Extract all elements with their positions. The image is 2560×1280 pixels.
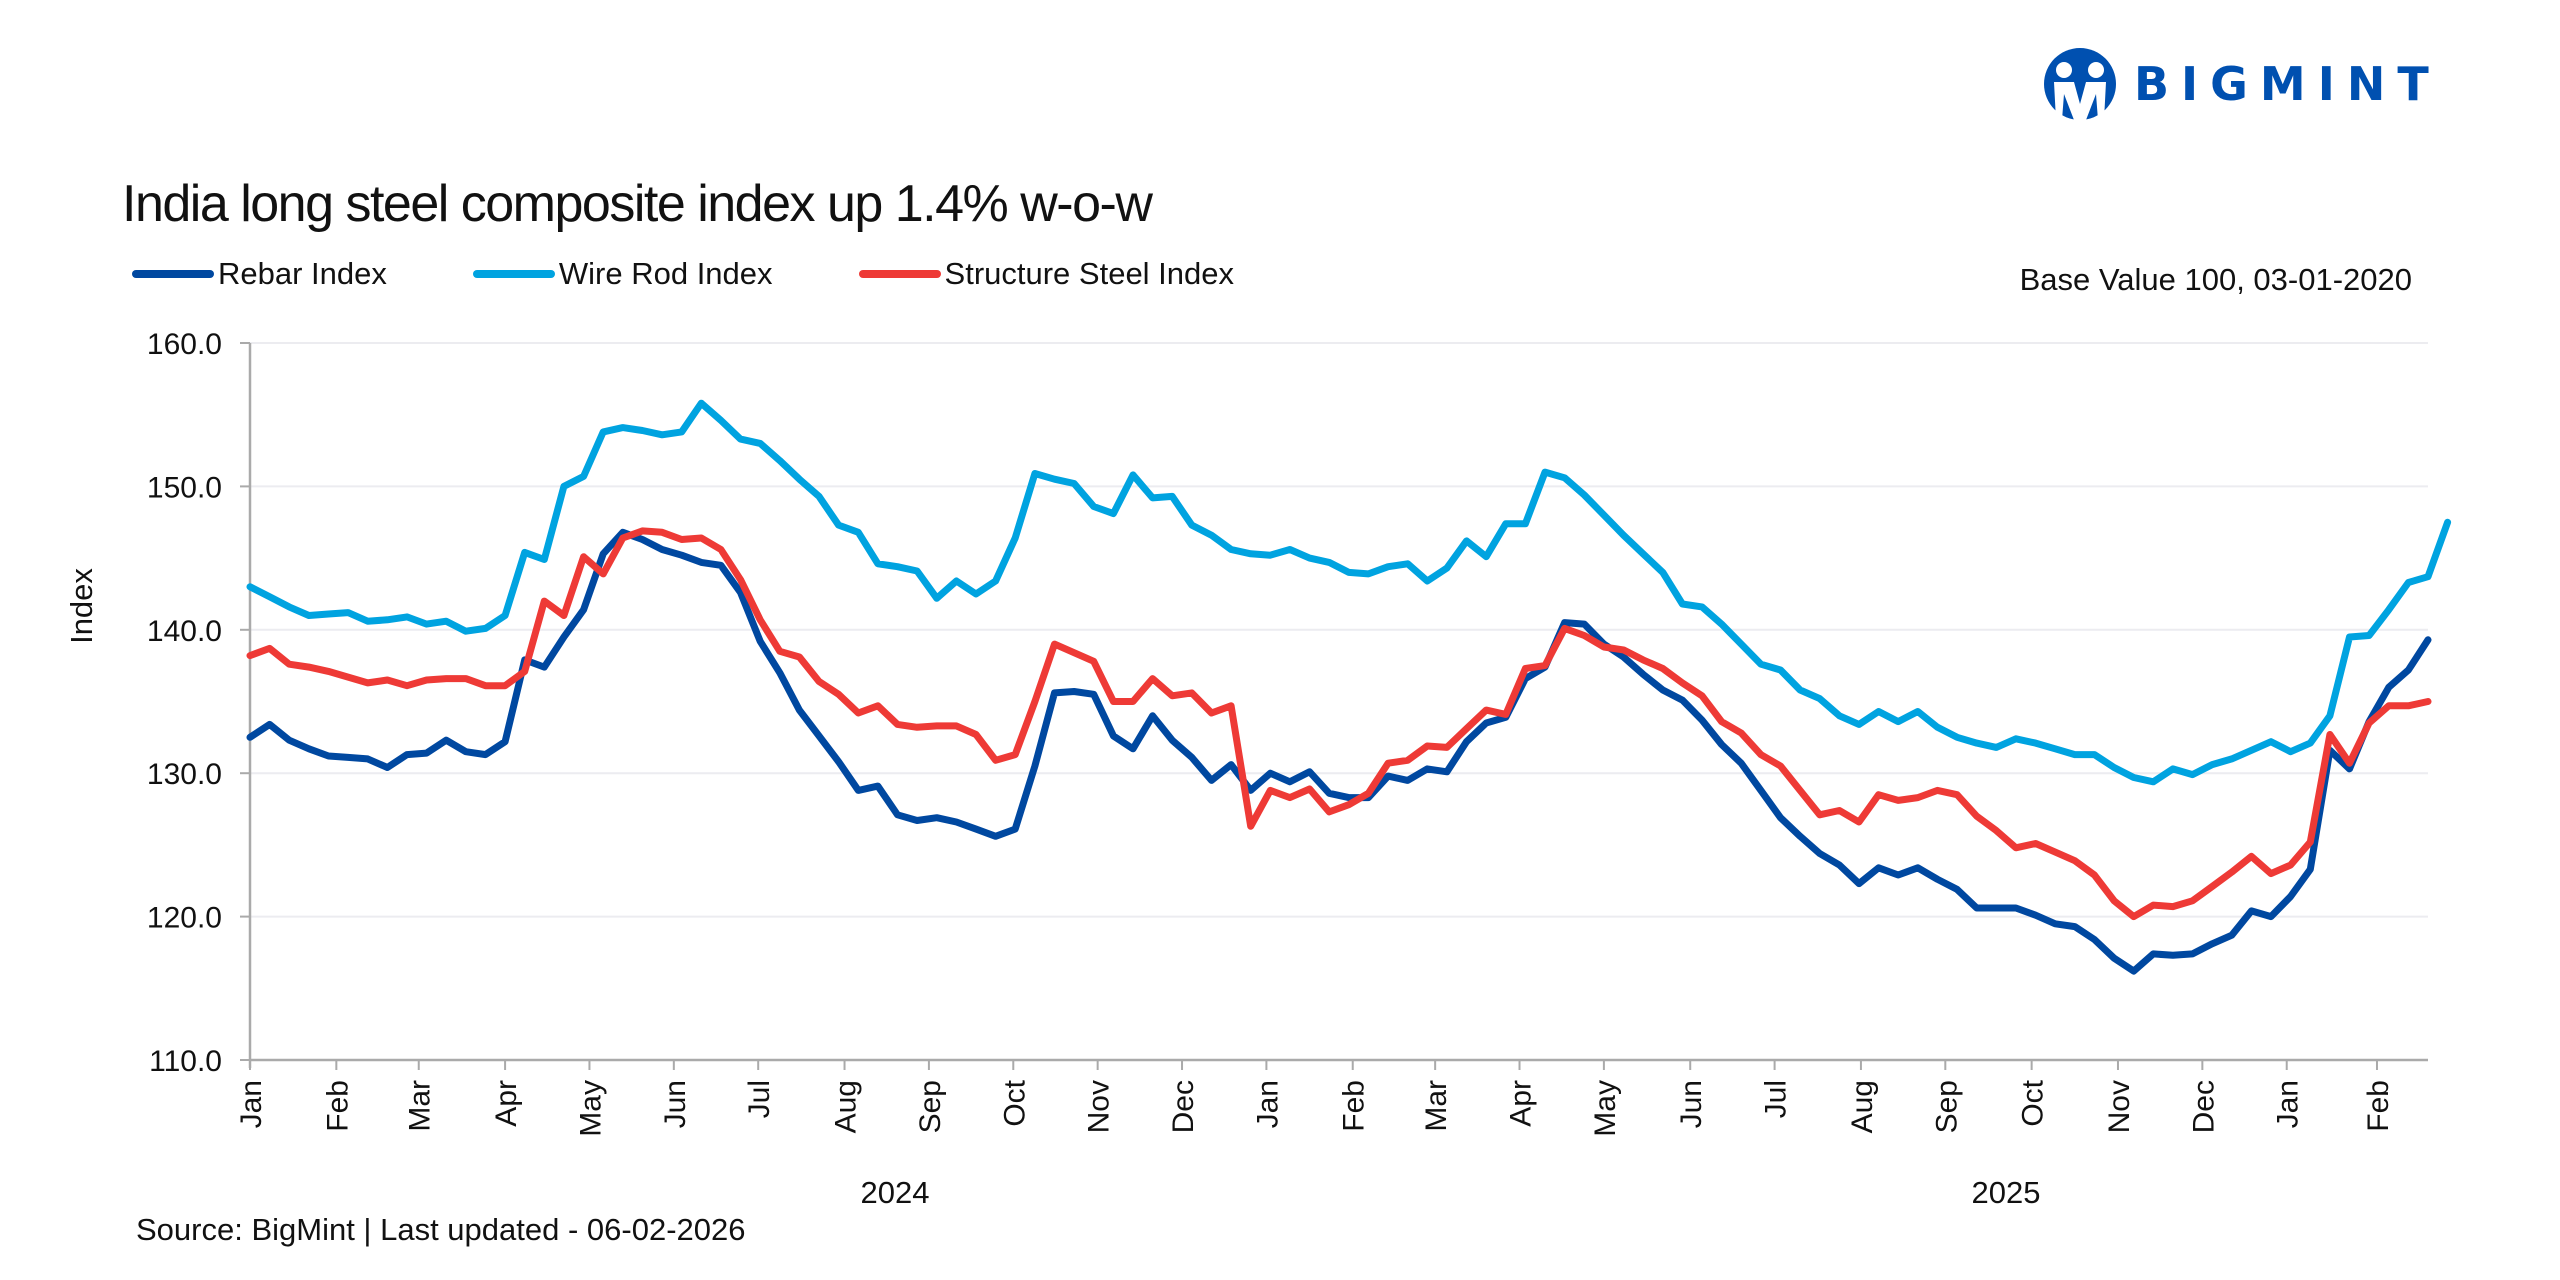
y-tick-label: 130.0 <box>147 758 222 791</box>
legend-swatch-structure-steel <box>858 270 941 278</box>
x-tick-label: Jul <box>1760 1080 1793 1118</box>
x-tick-label: Feb <box>1338 1080 1371 1132</box>
y-tick-label: 150.0 <box>147 471 222 504</box>
source-note: Source: BigMint | Last updated - 06-02-2… <box>136 1212 746 1247</box>
y-tick-label: 120.0 <box>147 902 222 935</box>
x-tick-label: Jan <box>235 1080 268 1128</box>
legend-item-wire-rod[interactable]: Wire Rod Index <box>472 256 773 292</box>
brand-name: BIGMINT <box>2134 57 2441 111</box>
x-tick-label: Jun <box>659 1080 692 1128</box>
legend-label-wire-rod: Wire Rod Index <box>558 256 773 291</box>
x-tick-label: Mar <box>1420 1080 1453 1132</box>
x-tick-label: Sep <box>914 1080 947 1133</box>
y-axis-label: Index <box>64 568 99 644</box>
axes <box>248 343 2428 1068</box>
chart-title: India long steel composite index up 1.4%… <box>122 175 1153 233</box>
x-tick-label: Dec <box>1167 1080 1200 1133</box>
wire-rod-index-line <box>246 399 2452 786</box>
x-tick-label: Feb <box>321 1080 354 1132</box>
y-tick-label: 110.0 <box>149 1045 222 1078</box>
x-axis-ticks: Jan Feb Mar Apr May Jun Jul Aug Sep Oct Nov Dec Jan F… <box>235 1060 2395 1210</box>
rebar-index-line <box>246 528 2432 975</box>
x-tick-label: Jan <box>2272 1080 2305 1128</box>
x-tick-label: Apr <box>1505 1080 1538 1127</box>
x-tick-label: Jul <box>743 1080 776 1118</box>
x-tick-label: Jan <box>1251 1080 1284 1128</box>
x-tick-label: May <box>574 1080 607 1137</box>
bigmint-logo: BIGMINT <box>2040 46 2441 122</box>
year-label: 2024 <box>861 1175 930 1210</box>
x-tick-label: Apr <box>490 1080 523 1127</box>
legend-swatch-wire-rod <box>472 270 555 278</box>
y-tick-label: 160.0 <box>147 328 222 361</box>
x-tick-label: Sep <box>1930 1080 1963 1133</box>
base-value-note: Base Value 100, 03-01-2020 <box>2019 262 2412 297</box>
bigmint-logo-icon <box>2044 48 2116 120</box>
x-tick-label: Oct <box>2017 1079 2050 1126</box>
x-tick-label: Aug <box>830 1080 863 1133</box>
x-tick-label: Jun <box>1675 1080 1708 1128</box>
x-tick-label: Nov <box>1083 1080 1116 1133</box>
x-tick-label: Aug <box>1846 1080 1879 1133</box>
x-tick-label: Dec <box>2187 1080 2220 1133</box>
x-tick-label: Oct <box>998 1079 1031 1126</box>
x-tick-label: Feb <box>2362 1080 2395 1132</box>
x-tick-label: Nov <box>2103 1080 2136 1133</box>
legend-label-rebar: Rebar Index <box>218 256 387 291</box>
legend-label-structure-steel: Structure Steel Index <box>944 256 1235 291</box>
y-axis-ticks: 110.0 120.0 130.0 140.0 150.0 160.0 <box>147 328 250 1078</box>
structure-steel-index-line <box>246 527 2432 921</box>
y-tick-label: 140.0 <box>147 615 222 648</box>
gridlines <box>250 342 2428 918</box>
legend-item-rebar[interactable]: Rebar Index <box>132 256 387 292</box>
year-label: 2025 <box>1972 1175 2041 1210</box>
x-tick-label: Mar <box>404 1080 437 1132</box>
legend-item-structure-steel[interactable]: Structure Steel Index <box>858 256 1235 292</box>
series-lines <box>246 399 2452 975</box>
chart-legend: Rebar Index Wire Rod Index Structure Ste… <box>132 256 1320 292</box>
legend-swatch-rebar <box>132 270 214 278</box>
x-tick-label: May <box>1589 1080 1622 1137</box>
